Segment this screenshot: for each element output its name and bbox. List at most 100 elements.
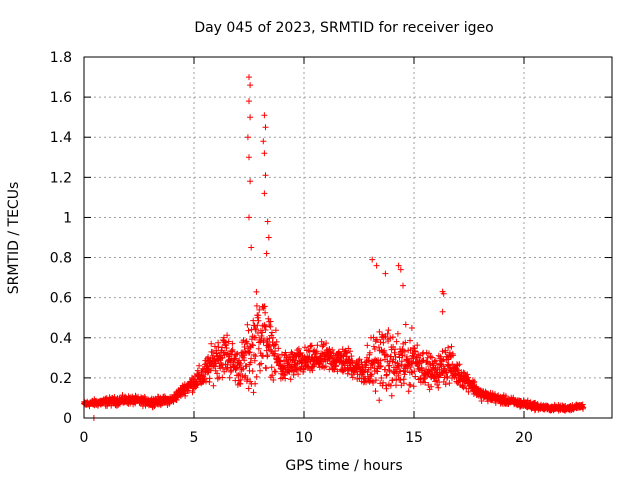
y-tick-label: 1 [63,210,72,226]
data-point [322,363,329,370]
data-point [313,348,320,355]
data-point [411,368,418,375]
data-point [229,346,236,353]
x-tick-label: 10 [295,430,313,446]
data-point [392,353,399,360]
data-point [444,373,451,380]
x-tick-label: 0 [80,430,89,446]
data-point [450,352,457,359]
data-point [337,357,344,364]
data-point [378,363,384,369]
data-point [407,382,414,389]
data-point [383,385,390,392]
x-tick-label: 5 [190,430,199,446]
data-point [387,382,394,389]
data-point [254,322,261,329]
data-point [429,354,435,361]
data-point [261,112,268,119]
data-point [255,312,262,319]
data-point [185,387,192,394]
data-point [272,348,279,354]
data-point [384,330,391,337]
data-point [241,357,248,364]
data-point [263,250,270,257]
data-point [465,374,472,381]
data-point [248,355,255,362]
data-point [448,343,455,350]
data-point [263,365,270,372]
data-point [460,384,467,391]
data-point [385,338,392,345]
data-point [261,190,268,197]
data-point [440,290,447,297]
data-point [380,379,387,386]
data-point [234,350,241,357]
data-point [412,373,419,380]
data-point [247,82,254,89]
data-point [229,340,236,347]
data-point [253,326,260,333]
data-point [208,340,215,347]
data-point [226,374,233,381]
data-point [244,321,251,328]
data-point [443,369,450,376]
data-point [206,375,213,382]
x-axis-label: GPS time / hours [285,458,402,474]
data-point [366,349,373,356]
data-point [218,361,225,368]
data-point [194,381,201,388]
data-point [334,368,341,375]
data-point [199,369,205,376]
data-point [445,344,452,351]
y-tick-label: 1.6 [50,90,72,106]
data-point [261,303,268,310]
data-point [295,371,302,378]
data-point [401,348,408,355]
data-point [435,384,442,391]
data-point [302,344,308,351]
data-point [442,370,449,376]
data-point [250,317,257,324]
data-point [287,376,294,383]
data-point [465,388,472,395]
data-point [393,338,400,345]
data-point [323,340,330,347]
data-point [249,368,256,375]
data-point [389,334,396,341]
data-point [253,288,260,295]
data-point [415,365,422,372]
data-point [349,374,356,381]
y-tick-label: 1.4 [50,130,72,146]
data-point [375,344,382,351]
data-point [401,380,407,387]
data-point [308,342,315,349]
data-point [373,377,379,384]
y-tick-labels: 0 0.2 0.4 0.6 0.8 1 1.2 1.4 1.6 1.8 [50,50,72,427]
data-point [242,372,249,379]
data-point [384,352,391,359]
data-point [411,353,417,360]
data-point [210,352,217,359]
y-tick-label: 1.8 [50,50,72,66]
data-point [439,348,446,355]
axis-ticks [83,56,612,419]
data-point [371,346,378,352]
x-tick-label: 15 [405,430,423,446]
y-tick-label: 0.4 [50,331,72,347]
data-point [333,363,340,370]
data-point [273,338,280,345]
data-point [395,372,402,379]
y-tick-label: 0 [63,411,72,427]
data-point [407,364,414,370]
data-point [214,370,221,377]
data-point [244,340,251,347]
data-point [258,360,265,367]
data-point [262,172,269,179]
x-tick-labels: 0 5 10 15 20 [80,430,533,446]
data-point [212,367,219,374]
data-point [282,375,289,382]
data-point [248,244,255,251]
y-tick-label: 0.2 [50,371,72,387]
data-point [374,368,381,375]
